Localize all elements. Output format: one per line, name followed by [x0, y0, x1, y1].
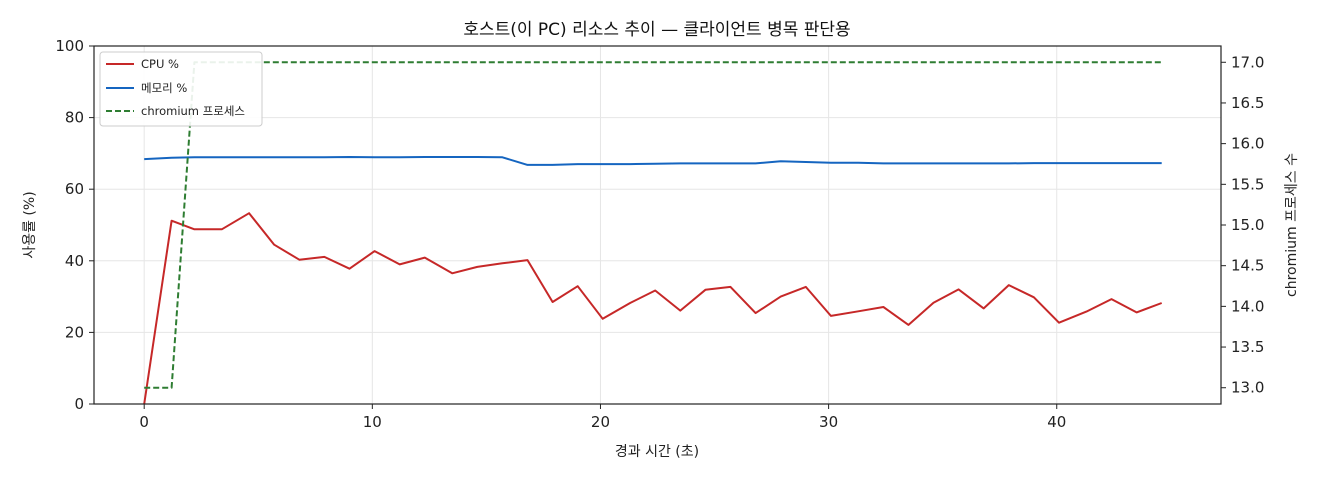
- x-tick-label: 0: [139, 413, 149, 431]
- cpu-line: [143, 212, 1163, 405]
- y-tick-label: 0: [74, 395, 84, 413]
- x-tick-label: 40: [1047, 413, 1066, 431]
- legend-label-memory: 메모리 %: [141, 81, 187, 95]
- y-tick-label: 80: [65, 109, 84, 127]
- y2-tick-label: 13.0: [1231, 379, 1264, 397]
- y-tick-label: 100: [55, 37, 84, 55]
- chart-title: 호스트(이 PC) 리소스 추이 — 클라이언트 병목 판단용: [463, 20, 850, 40]
- legend-box: [99, 51, 263, 127]
- legend-label-chromium: chromium 프로세스: [141, 104, 245, 118]
- x-tick-label: 10: [363, 413, 382, 431]
- y-tick-label: 40: [65, 252, 84, 270]
- y2-tick-label: 15.5: [1231, 175, 1264, 193]
- y2-tick-label: 14.0: [1231, 297, 1264, 315]
- x-axis-title: 경과 시간 (초): [615, 444, 699, 460]
- memory-line: [144, 156, 1162, 166]
- axes: 0 10 20 30 40 0 20 40 60 80 100 13.0 13.5 14.0 14.5 15.…: [55, 37, 1264, 431]
- plot-frame: [93, 45, 1222, 405]
- x-tick-label: 30: [819, 413, 838, 431]
- y-tick-label: 60: [65, 180, 84, 198]
- x-tick-label: 20: [591, 413, 610, 431]
- y2-tick-label: 17.0: [1231, 53, 1264, 71]
- chromium-process-line: [144, 61, 1162, 389]
- y2-tick-label: 13.5: [1231, 338, 1264, 356]
- y-tick-label: 20: [65, 323, 84, 341]
- y2-tick-label: 16.5: [1231, 94, 1264, 112]
- series-layer: [143, 61, 1163, 405]
- grid: [94, 45, 1221, 405]
- legend: CPU % 메모리 % chromium 프로세스: [99, 51, 263, 127]
- y2-tick-label: 16.0: [1231, 135, 1264, 153]
- y2-tick-label: 14.5: [1231, 257, 1264, 275]
- y2-axis-title: chromium 프로세스 수: [1284, 153, 1300, 297]
- y2-tick-label: 15.0: [1231, 216, 1264, 234]
- y-axis-title: 사용률 (%): [22, 191, 38, 258]
- legend-label-cpu: CPU %: [141, 57, 179, 71]
